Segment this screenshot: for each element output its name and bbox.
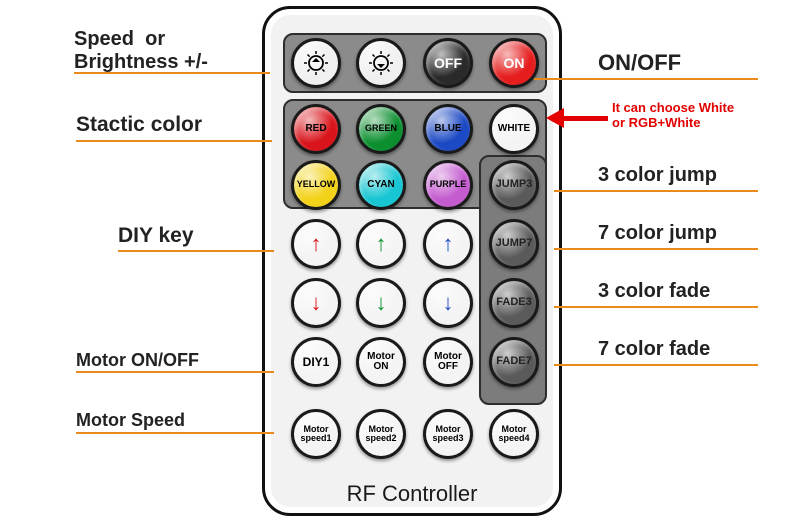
r-up-button[interactable]: ↑ [291,219,341,269]
on-button[interactable]: ON [489,38,539,88]
b-up-button[interactable]: ↑ [423,219,473,269]
jump7-button[interactable]: JUMP7 [489,219,539,269]
b-dn-button[interactable]: ↓ [423,278,473,328]
note-arrow-line [562,116,608,121]
mspeed2-button[interactable]: Motor speed2 [356,409,406,459]
left-line-0 [74,72,270,74]
green-button[interactable]: GREEN [356,104,406,154]
mspeed4-button[interactable]: Motor speed4 [489,409,539,459]
right-label-3: 3 color fade [598,280,710,303]
right-line-1 [554,190,758,192]
off-button[interactable]: OFF [423,38,473,88]
cyan-button[interactable]: CYAN [356,160,406,210]
white-button[interactable]: WHITE [489,104,539,154]
brand-label: RF Controller [265,481,559,507]
right-line-0 [534,78,758,80]
fade3-button[interactable]: FADE3 [489,278,539,328]
motor-off-button[interactable]: Motor OFF [423,337,473,387]
left-label-4: Motor Speed [76,410,185,431]
mspeed1-button[interactable]: Motor speed1 [291,409,341,459]
fade7-button[interactable]: FADE7 [489,337,539,387]
purple-button[interactable]: PURPLE [423,160,473,210]
right-line-2 [554,248,758,250]
jump3-button[interactable]: JUMP3 [489,160,539,210]
mspeed3-button[interactable]: Motor speed3 [423,409,473,459]
remote: OFF ON RED GREEN BLUE WHITE YELLOW CYAN PURPLE JU… [262,6,562,516]
g-dn-button[interactable]: ↓ [356,278,406,328]
left-label-1: Stactic color [76,113,202,137]
left-label-2: DIY key [118,224,194,248]
bright-down-button[interactable] [356,38,406,88]
yellow-button[interactable]: YELLOW [291,160,341,210]
right-line-3 [554,306,758,308]
r-dn-button[interactable]: ↓ [291,278,341,328]
bright-up-button[interactable] [291,38,341,88]
left-line-2 [118,250,274,252]
blue-button[interactable]: BLUE [423,104,473,154]
left-label-3: Motor ON/OFF [76,350,199,371]
white-note: It can choose White or RGB+White [612,100,734,130]
motor-on-button[interactable]: Motor ON [356,337,406,387]
right-label-2: 7 color jump [598,222,717,245]
left-line-3 [76,371,274,373]
g-up-button[interactable]: ↑ [356,219,406,269]
diy1-button[interactable]: DIY1 [291,337,341,387]
left-label-0: Speed or Brightness +/- [74,28,208,74]
left-line-4 [76,432,274,434]
right-line-4 [554,364,758,366]
right-label-1: 3 color jump [598,164,717,187]
left-line-1 [76,140,272,142]
right-label-0: ON/OFF [598,50,681,76]
right-label-4: 7 color fade [598,338,710,361]
red-button[interactable]: RED [291,104,341,154]
